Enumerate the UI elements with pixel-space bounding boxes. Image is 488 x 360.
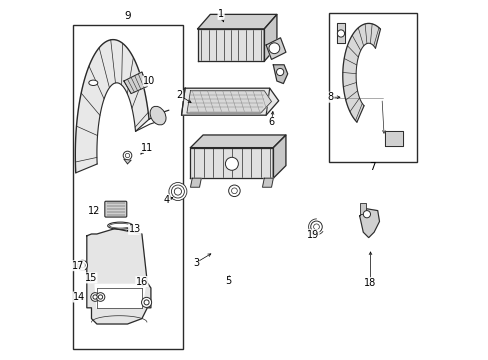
Polygon shape: [75, 40, 149, 173]
Polygon shape: [123, 72, 147, 94]
Circle shape: [363, 211, 370, 218]
FancyBboxPatch shape: [359, 203, 366, 214]
Polygon shape: [181, 88, 278, 115]
Ellipse shape: [109, 223, 131, 228]
Polygon shape: [197, 29, 264, 61]
Circle shape: [125, 153, 129, 158]
Polygon shape: [87, 229, 151, 324]
Circle shape: [141, 297, 151, 307]
Polygon shape: [190, 135, 285, 148]
Text: 4: 4: [163, 195, 170, 205]
Circle shape: [268, 43, 279, 54]
Text: 5: 5: [224, 276, 231, 286]
Polygon shape: [123, 159, 131, 164]
Polygon shape: [197, 14, 276, 29]
Ellipse shape: [150, 106, 165, 125]
Text: 16: 16: [136, 276, 148, 287]
Circle shape: [225, 157, 238, 170]
Polygon shape: [384, 131, 402, 146]
Text: 9: 9: [124, 11, 131, 21]
Text: 7: 7: [368, 162, 375, 172]
Polygon shape: [95, 284, 145, 308]
Text: 13: 13: [128, 224, 141, 234]
Text: 12: 12: [88, 206, 101, 216]
Polygon shape: [186, 91, 271, 113]
Circle shape: [337, 30, 344, 37]
Bar: [73, 25, 183, 349]
Polygon shape: [190, 178, 201, 187]
Text: 18: 18: [364, 278, 376, 288]
Text: 8: 8: [327, 92, 333, 102]
Circle shape: [80, 263, 85, 268]
Circle shape: [228, 185, 240, 197]
Polygon shape: [342, 23, 380, 122]
Text: 19: 19: [306, 230, 318, 240]
Text: 2: 2: [176, 90, 183, 100]
Text: 3: 3: [192, 258, 199, 268]
Polygon shape: [359, 209, 379, 238]
Polygon shape: [273, 65, 287, 84]
Circle shape: [96, 293, 104, 301]
Text: 15: 15: [84, 273, 97, 283]
Polygon shape: [262, 178, 273, 187]
Circle shape: [171, 185, 184, 198]
Circle shape: [231, 188, 237, 194]
Circle shape: [310, 221, 322, 233]
Polygon shape: [190, 148, 273, 178]
Ellipse shape: [107, 222, 133, 229]
Circle shape: [313, 224, 319, 230]
Ellipse shape: [89, 80, 98, 85]
Circle shape: [123, 151, 132, 160]
Circle shape: [91, 293, 99, 301]
Circle shape: [98, 295, 102, 299]
Circle shape: [276, 68, 283, 76]
Text: 6: 6: [268, 117, 274, 127]
Text: 14: 14: [73, 292, 85, 302]
Text: 10: 10: [142, 76, 155, 86]
Text: 17: 17: [72, 261, 84, 271]
FancyBboxPatch shape: [104, 201, 126, 217]
Text: 11: 11: [141, 143, 153, 153]
Circle shape: [144, 300, 149, 305]
Polygon shape: [273, 135, 285, 178]
Circle shape: [93, 295, 97, 299]
Text: 1: 1: [218, 9, 224, 19]
Bar: [328, 13, 416, 162]
Polygon shape: [265, 38, 285, 59]
Polygon shape: [264, 14, 276, 61]
Circle shape: [174, 188, 181, 195]
Circle shape: [168, 183, 186, 201]
Circle shape: [77, 260, 87, 270]
Polygon shape: [337, 23, 344, 43]
